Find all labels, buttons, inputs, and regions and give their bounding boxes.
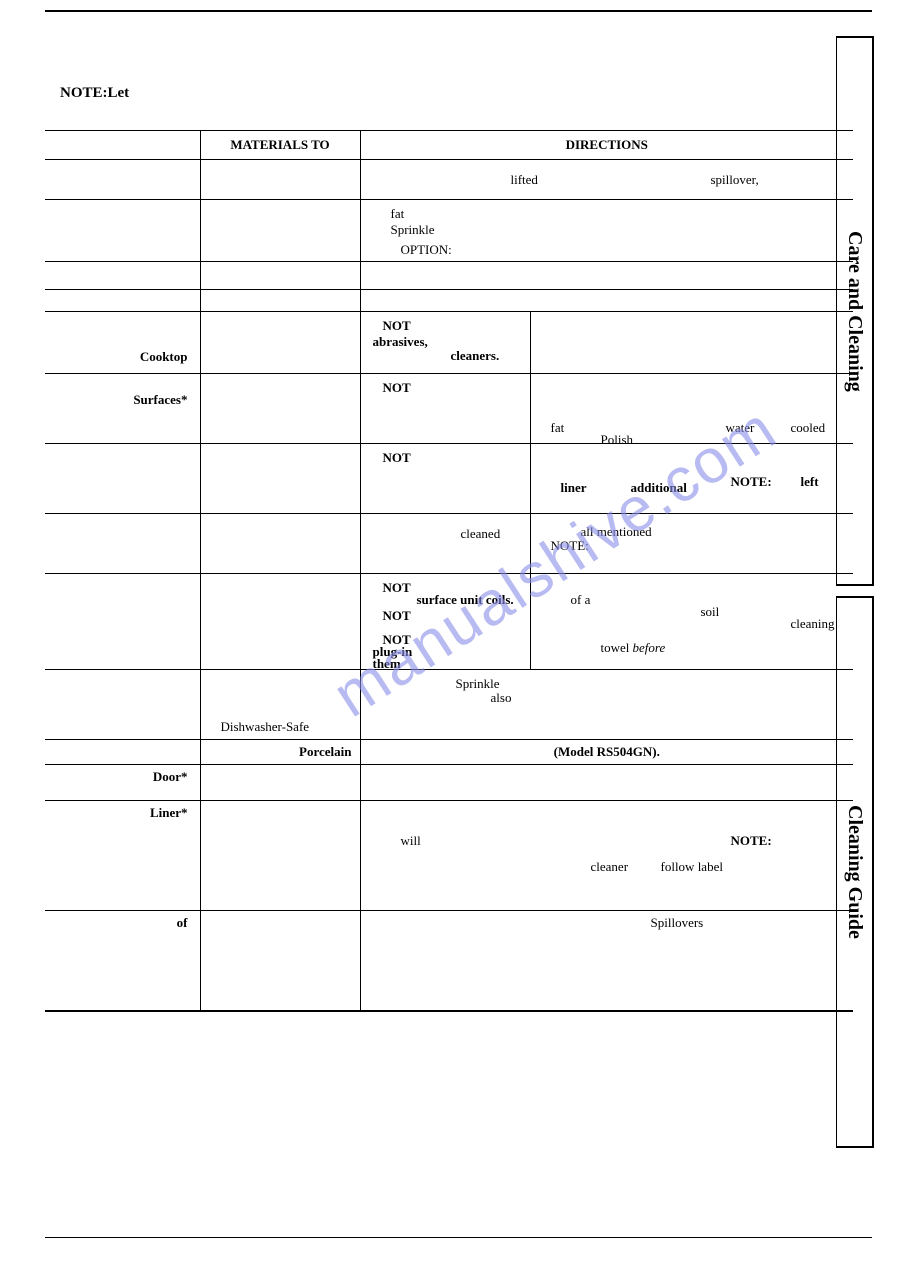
cell-text: OPTION: <box>401 242 452 258</box>
table-row: Liner* will NOTE: cleaner follow label <box>45 801 853 911</box>
cell-text: towel <box>601 640 630 656</box>
table-row: Surfaces* NOT fat Polish water cooled <box>45 374 853 444</box>
cell-text: fat <box>391 206 405 222</box>
cleaning-table: MATERIALS TO DIRECTIONS lifted spillover… <box>45 130 853 1012</box>
row-label: Cooktop <box>140 349 188 364</box>
col-header-directions: DIRECTIONS <box>360 131 853 160</box>
cell-text: lifted <box>511 172 538 188</box>
cell-text: NOT <box>383 450 411 466</box>
table-row: of Spillovers <box>45 911 853 1011</box>
cell-text: cleaning <box>791 616 835 632</box>
cell-text: cooled <box>791 420 826 436</box>
cell-text: Porcelain <box>299 744 351 759</box>
cell-text: NOT <box>383 580 411 596</box>
cell-text: cleaner <box>591 859 629 875</box>
cell-text: left <box>801 474 819 490</box>
table-row <box>45 290 853 312</box>
col-header-materials: MATERIALS TO <box>200 131 360 160</box>
table-row: lifted spillover, <box>45 160 853 200</box>
cell-text: Sprinkle <box>391 222 435 238</box>
cell-text: additional <box>631 480 687 496</box>
cell-text: liner <box>561 480 587 496</box>
note-heading: NOTE:Let <box>60 85 129 102</box>
cell-text: will <box>401 833 421 849</box>
cell-text: Spillovers <box>651 915 704 931</box>
cell-text: NOT <box>383 380 411 396</box>
cell-text: cleaned <box>461 526 501 542</box>
table-row: fat Sprinkle OPTION: <box>45 200 853 262</box>
table-row: Door* <box>45 765 853 801</box>
table-header-row: MATERIALS TO DIRECTIONS <box>45 131 853 160</box>
cell-text: fat <box>551 420 565 436</box>
cell-text: spillover, <box>711 172 759 188</box>
cell-text: before <box>633 640 666 656</box>
cell-text: NOTE: <box>731 474 772 490</box>
table-row <box>45 262 853 290</box>
cell-text: NOT <box>383 318 411 334</box>
cell-text: cleaners. <box>451 348 500 364</box>
table-row: cleaned all mentioned NOTE: <box>45 514 853 574</box>
cell-text: of a <box>571 592 591 608</box>
cell-text: water <box>726 420 755 436</box>
row-label: of <box>177 915 188 930</box>
col-header-blank <box>45 131 200 160</box>
row-label: Liner* <box>150 805 188 820</box>
table-row: NOT surface unit coils. NOT NOT plug-in … <box>45 574 853 670</box>
cell-text: NOT <box>383 608 411 624</box>
table-row: Porcelain (Model RS504GN). <box>45 740 853 765</box>
cell-text: all mentioned <box>581 524 652 540</box>
table-row: NOT liner additional NOTE: left <box>45 444 853 514</box>
cell-text: soil <box>701 604 720 620</box>
cell-text: abrasives, <box>373 334 428 350</box>
cell-text: surface unit coils. <box>417 592 514 608</box>
row-label: Door* <box>153 769 188 784</box>
cell-text: NOTE: <box>551 538 589 554</box>
cell-text: follow label <box>661 859 723 875</box>
table-row: Dishwasher-Safe Sprinkle also <box>45 670 853 740</box>
table-row: Cooktop NOT abrasives, cleaners. <box>45 312 853 374</box>
row-label: Surfaces* <box>133 392 187 407</box>
cell-text: also <box>491 690 512 706</box>
cell-text: Dishwasher-Safe <box>221 719 310 735</box>
cell-text: NOTE: <box>731 833 772 849</box>
cell-text: (Model RS504GN). <box>554 744 660 759</box>
